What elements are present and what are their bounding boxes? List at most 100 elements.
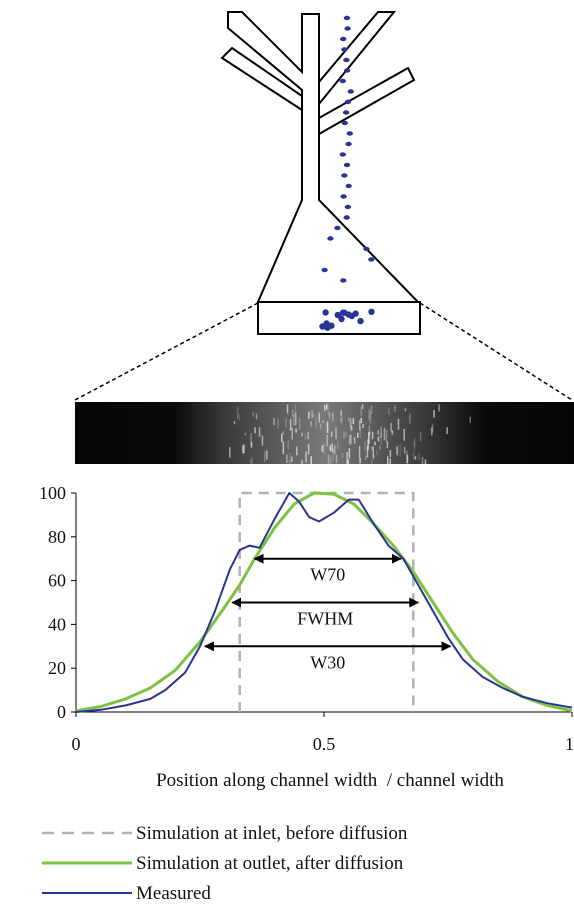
bright-streak bbox=[358, 446, 361, 459]
bright-streak bbox=[368, 425, 371, 437]
bright-streak bbox=[331, 443, 333, 452]
bright-streak bbox=[414, 456, 417, 460]
droplet bbox=[338, 315, 345, 323]
droplet bbox=[334, 311, 341, 319]
bright-streak bbox=[285, 418, 287, 428]
bright-streak bbox=[431, 423, 434, 432]
bright-streak bbox=[341, 452, 344, 459]
bright-streak bbox=[250, 433, 252, 446]
bright-streak bbox=[233, 421, 236, 425]
bright-streak bbox=[367, 444, 369, 449]
bright-streak bbox=[377, 430, 379, 435]
bright-streak bbox=[361, 404, 364, 410]
bright-streak bbox=[371, 459, 373, 465]
bright-streak bbox=[350, 434, 352, 445]
droplet bbox=[340, 194, 347, 199]
x-tick-label: 0.5 bbox=[313, 734, 336, 754]
annotation-label: W30 bbox=[310, 652, 345, 672]
bright-streak bbox=[328, 412, 331, 419]
bright-streak bbox=[421, 457, 424, 468]
bright-streak bbox=[330, 457, 332, 467]
bright-streak bbox=[315, 417, 317, 428]
bright-streak bbox=[379, 446, 381, 450]
bright-streak bbox=[258, 427, 261, 437]
bright-streak bbox=[413, 441, 416, 452]
bright-streak bbox=[378, 435, 380, 442]
bright-streak bbox=[350, 425, 353, 431]
bright-streak bbox=[349, 418, 352, 428]
x-tick-label: 1 bbox=[565, 734, 574, 754]
bright-streak bbox=[386, 441, 389, 449]
bright-streak bbox=[273, 418, 275, 425]
bright-streak bbox=[255, 413, 258, 420]
bright-streak bbox=[389, 458, 391, 471]
droplet bbox=[344, 204, 352, 210]
bright-streak bbox=[387, 456, 389, 468]
bright-streak bbox=[340, 410, 343, 416]
x-axis-title: Position along channel width / channel w… bbox=[156, 770, 504, 791]
bright-streak bbox=[294, 404, 297, 414]
bright-streak bbox=[324, 405, 326, 411]
droplet bbox=[368, 257, 375, 262]
bright-streak bbox=[380, 432, 382, 446]
bright-streak bbox=[307, 431, 309, 440]
bright-streak bbox=[348, 417, 350, 422]
bright-streak bbox=[368, 431, 371, 435]
bright-streak bbox=[288, 459, 291, 470]
droplet bbox=[328, 322, 335, 329]
bright-streak bbox=[330, 431, 333, 437]
bright-streak bbox=[331, 411, 334, 417]
bright-streak bbox=[368, 409, 370, 420]
droplet bbox=[339, 78, 346, 84]
bright-streak bbox=[383, 427, 386, 441]
bright-streak bbox=[399, 443, 402, 457]
bright-streak bbox=[298, 417, 301, 430]
bright-streak bbox=[305, 451, 307, 463]
bright-streak bbox=[241, 445, 244, 454]
bright-streak bbox=[282, 441, 285, 455]
fluorescence-image bbox=[75, 402, 574, 472]
bright-streak bbox=[345, 431, 347, 438]
bright-streak bbox=[404, 408, 407, 412]
droplet bbox=[363, 246, 370, 252]
droplet bbox=[343, 162, 351, 168]
droplet bbox=[340, 278, 347, 283]
series-line-2 bbox=[75, 491, 573, 713]
bright-streak bbox=[346, 451, 348, 464]
bright-streak bbox=[322, 419, 324, 423]
bright-streak bbox=[341, 416, 343, 424]
bright-streak bbox=[293, 414, 295, 426]
droplet bbox=[340, 36, 347, 42]
width-annotations: W70 FWHM W30 bbox=[203, 553, 452, 672]
bright-streak bbox=[335, 454, 338, 463]
bright-streak bbox=[353, 437, 356, 444]
bright-streak bbox=[337, 441, 339, 449]
droplet bbox=[357, 317, 364, 325]
legend-label: Simulation at inlet, before diffusion bbox=[136, 823, 408, 844]
droplet bbox=[341, 120, 348, 126]
bright-streak bbox=[419, 432, 422, 442]
bright-streak bbox=[296, 446, 298, 456]
bright-streak bbox=[359, 458, 361, 464]
droplet bbox=[345, 183, 352, 189]
bright-streak bbox=[307, 443, 310, 455]
bright-streak bbox=[340, 410, 342, 417]
bright-streak bbox=[301, 432, 303, 437]
bright-streaks bbox=[229, 404, 471, 472]
droplet bbox=[321, 267, 328, 273]
bright-streak bbox=[321, 445, 324, 452]
zoom-line-right bbox=[419, 302, 573, 401]
droplet bbox=[344, 26, 351, 31]
bright-streak bbox=[282, 431, 285, 435]
bright-streak bbox=[332, 448, 334, 461]
bright-streak bbox=[301, 459, 303, 472]
bright-streak bbox=[418, 453, 420, 461]
bright-streak bbox=[350, 421, 352, 431]
bright-streak bbox=[326, 434, 328, 447]
bright-streak bbox=[238, 414, 240, 421]
bright-streak bbox=[348, 448, 351, 459]
bright-streak bbox=[291, 427, 293, 440]
bright-streak bbox=[291, 409, 294, 418]
droplet bbox=[346, 131, 353, 136]
